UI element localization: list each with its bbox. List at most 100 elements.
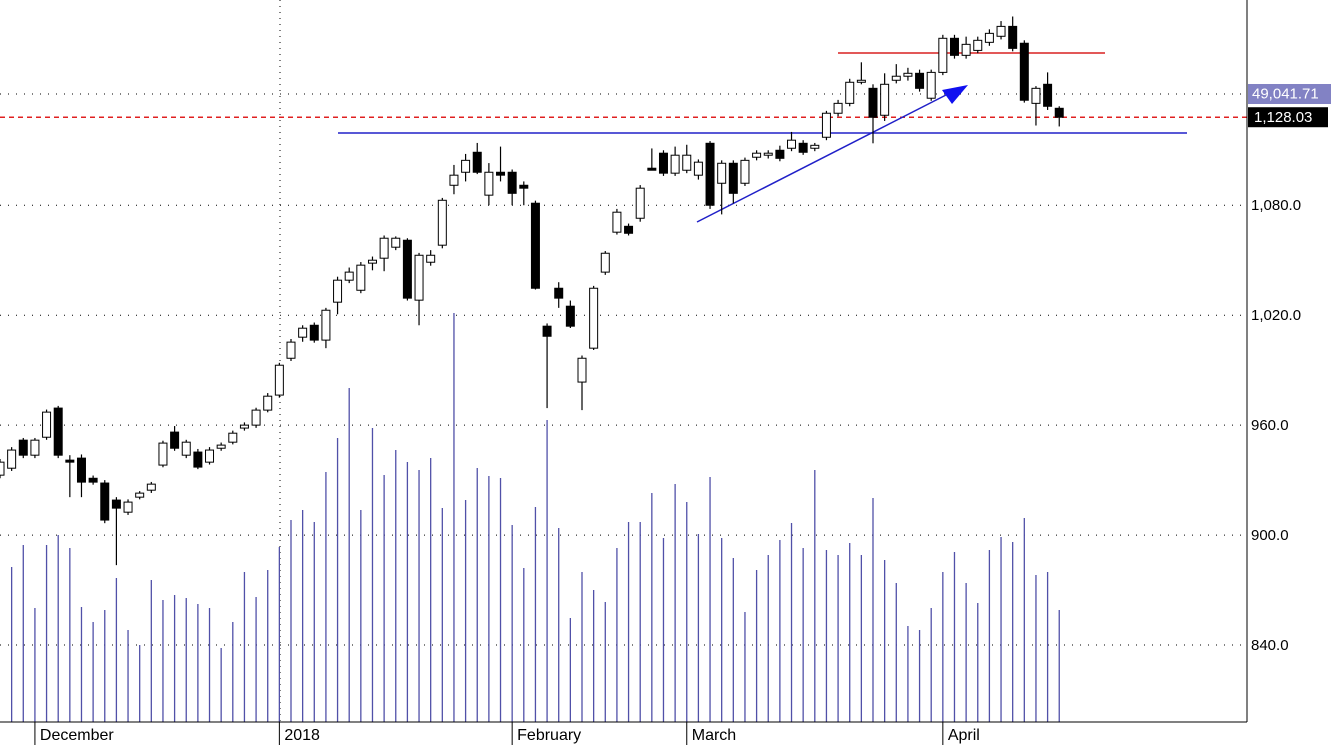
axis-labels: 840.0 900.0 960.0 1,020.0 1,080.0 December 201… (34, 197, 1301, 745)
candle-body (752, 152, 762, 158)
candle-body (880, 83, 890, 116)
candle-body (542, 325, 552, 337)
y-tick-label: 900.0 (1251, 527, 1289, 544)
candle-body (356, 264, 366, 291)
candle-body (984, 32, 994, 43)
candle-body (821, 112, 831, 138)
candle-body (309, 324, 319, 341)
candle-body (740, 159, 750, 184)
trend-arrow (942, 85, 968, 104)
candle-body (170, 431, 180, 449)
candle-body (635, 187, 645, 219)
candle-body (251, 409, 261, 426)
candle-body (833, 102, 843, 114)
candle-body (76, 457, 86, 483)
x-tick-label: April (948, 727, 980, 744)
candle-body (461, 159, 471, 173)
x-tick-label: February (517, 727, 581, 744)
candle-body (228, 432, 238, 443)
candle-body (7, 449, 17, 469)
y-tick-label: 1,020.0 (1251, 307, 1301, 324)
last-price-label: 1,128.03 (1248, 107, 1328, 128)
candle-body (135, 492, 145, 498)
candle-body (717, 162, 727, 184)
candle-body (647, 167, 657, 171)
x-tick-label: March (692, 727, 736, 744)
candle-body (903, 72, 913, 77)
candle-body (589, 287, 599, 349)
candle-body (577, 357, 587, 383)
candle-body (216, 444, 226, 449)
candle-body (507, 171, 517, 194)
candle-body (263, 395, 273, 411)
candle-body (146, 483, 156, 491)
candle-body (612, 211, 622, 233)
candle-body (18, 439, 28, 456)
candle-body (426, 254, 436, 263)
candle-body (658, 152, 668, 174)
candle-body (775, 149, 785, 159)
candle-body (379, 237, 389, 259)
trend-line (696, 94, 947, 223)
candle-body (1054, 107, 1064, 118)
candle-body (274, 364, 284, 396)
candle-body (845, 81, 855, 104)
candle-body (961, 43, 971, 56)
candle-body (600, 252, 610, 273)
candle-body (1031, 87, 1041, 104)
x-tick-label: 2018 (284, 727, 320, 744)
candle-body (65, 459, 75, 463)
candle-body (472, 151, 482, 173)
candle-body (565, 305, 575, 327)
candle-body (926, 71, 936, 99)
candle-body (391, 237, 401, 248)
candle-body (530, 202, 540, 289)
candle-body (705, 142, 715, 206)
candle-body (193, 451, 203, 468)
y-tick-label: 840.0 (1251, 637, 1289, 654)
candle-body (728, 162, 738, 194)
candle-body (519, 184, 529, 189)
last-price-label: 1,128.03 (1254, 109, 1312, 126)
candle-body (496, 171, 506, 176)
candle-body (30, 439, 40, 456)
candle-body (205, 449, 215, 463)
indicator-label: 49,041.71 (1252, 85, 1319, 102)
indicator-box (1248, 84, 1331, 104)
candle-body (402, 239, 412, 299)
candle-body (484, 171, 494, 196)
candle-body (670, 154, 680, 174)
candle-body (1008, 25, 1018, 49)
candle-body (53, 407, 63, 456)
candle-body (158, 442, 168, 466)
candles (0, 16, 1064, 566)
candle-body (810, 144, 820, 149)
candle-body (938, 37, 948, 73)
candle-body (298, 327, 308, 338)
candle-body (624, 225, 634, 234)
candle-body (949, 37, 959, 56)
candle-body (0, 461, 5, 476)
candle-body (181, 441, 191, 456)
candle-body (682, 154, 692, 171)
candle-body (100, 482, 110, 521)
candle-body (554, 287, 564, 299)
candle-body (915, 72, 925, 89)
candle-body (239, 424, 249, 429)
candle-body (344, 271, 354, 281)
x-tick-label: December (40, 727, 114, 744)
candle-body (321, 309, 331, 341)
candle-body (693, 161, 703, 176)
candle-body (996, 25, 1006, 37)
candle-body (42, 411, 52, 438)
candle-body (763, 152, 773, 156)
candle-body (787, 139, 797, 149)
candle-body (286, 341, 296, 359)
y-tick-label: 1,080.0 (1251, 197, 1301, 214)
y-tick-label: 960.0 (1251, 417, 1289, 434)
candle-body (449, 174, 459, 186)
candle-body (973, 39, 983, 51)
candle-body (88, 477, 98, 483)
